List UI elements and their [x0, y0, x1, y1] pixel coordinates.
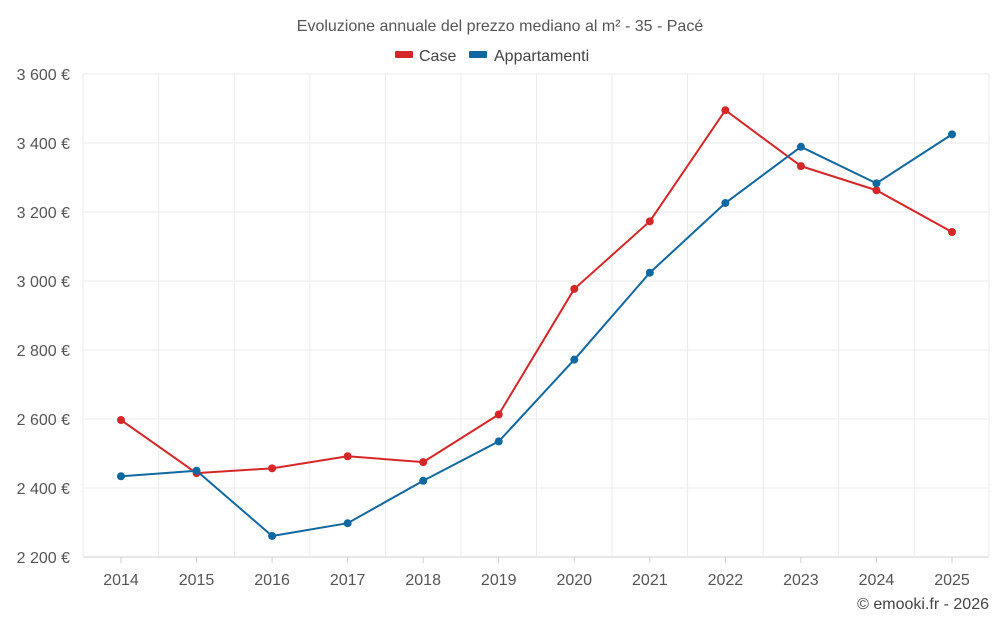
grid-layer — [82, 73, 990, 558]
x-tick-label: 2022 — [708, 572, 744, 589]
series-line-case[interactable] — [120, 109, 953, 475]
data-point-case[interactable] — [645, 217, 654, 226]
data-point-case[interactable] — [570, 284, 579, 293]
data-point-case[interactable] — [721, 106, 730, 115]
y-tick-label: 2 600 € — [17, 412, 70, 429]
data-point-appartamenti[interactable] — [343, 519, 352, 528]
y-tick-label: 3 400 € — [17, 136, 70, 153]
data-point-appartamenti[interactable] — [117, 472, 125, 481]
data-point-case[interactable] — [948, 228, 956, 237]
data-point-appartamenti[interactable] — [494, 437, 503, 446]
chart-title: Evoluzione annuale del prezzo mediano al… — [297, 18, 704, 35]
data-point-case[interactable] — [343, 452, 352, 461]
legend-label-case[interactable]: Case — [419, 48, 456, 65]
data-point-appartamenti[interactable] — [645, 268, 654, 277]
data-point-appartamenti[interactable] — [268, 531, 277, 540]
data-point-case[interactable] — [117, 416, 125, 425]
data-point-case[interactable] — [268, 464, 277, 473]
y-tick-label: 2 400 € — [17, 481, 70, 498]
y-tick-label: 3 200 € — [17, 205, 70, 222]
x-tick-label: 2024 — [859, 572, 895, 589]
x-tick-label: 2016 — [254, 572, 290, 589]
credit-text: © emooki.fr - 2026 — [857, 596, 989, 613]
x-tick-label: 2020 — [556, 572, 592, 589]
x-tick-label: 2018 — [405, 572, 441, 589]
data-point-case[interactable] — [796, 162, 805, 171]
data-point-appartamenti[interactable] — [419, 476, 428, 485]
legend-swatch-case[interactable] — [395, 51, 413, 58]
legend[interactable]: Case Appartamenti — [395, 48, 589, 65]
x-tick-label: 2019 — [481, 572, 517, 589]
series-line-appartamenti[interactable] — [120, 133, 953, 537]
x-tick-label: 2021 — [632, 572, 668, 589]
y-tick-label: 2 200 € — [17, 550, 70, 567]
x-tick-label: 2023 — [783, 572, 819, 589]
data-point-appartamenti[interactable] — [948, 130, 956, 139]
legend-swatch-appartamenti[interactable] — [469, 51, 487, 58]
data-point-appartamenti[interactable] — [872, 179, 881, 188]
x-tick-label: 2015 — [179, 572, 215, 589]
y-tick-label: 2 800 € — [17, 343, 70, 360]
data-point-appartamenti[interactable] — [570, 355, 579, 364]
legend-label-appartamenti[interactable]: Appartamenti — [494, 48, 589, 65]
x-tick-label: 2025 — [934, 572, 970, 589]
axis-layer: 2 200 € 2 400 € 2 600 € 2 800 € 3 000 € 3 200… — [17, 67, 970, 589]
y-tick-label: 3 600 € — [17, 67, 70, 84]
y-tick-label: 3 000 € — [17, 274, 70, 291]
data-point-case[interactable] — [419, 458, 428, 467]
data-point-appartamenti[interactable] — [796, 142, 805, 151]
x-tick-label: 2017 — [330, 572, 366, 589]
data-point-appartamenti[interactable] — [721, 199, 730, 208]
data-point-case[interactable] — [872, 186, 881, 195]
data-point-appartamenti[interactable] — [192, 466, 201, 475]
series-layer — [117, 106, 956, 540]
data-point-case[interactable] — [494, 410, 503, 419]
x-tick-label: 2014 — [103, 572, 139, 589]
